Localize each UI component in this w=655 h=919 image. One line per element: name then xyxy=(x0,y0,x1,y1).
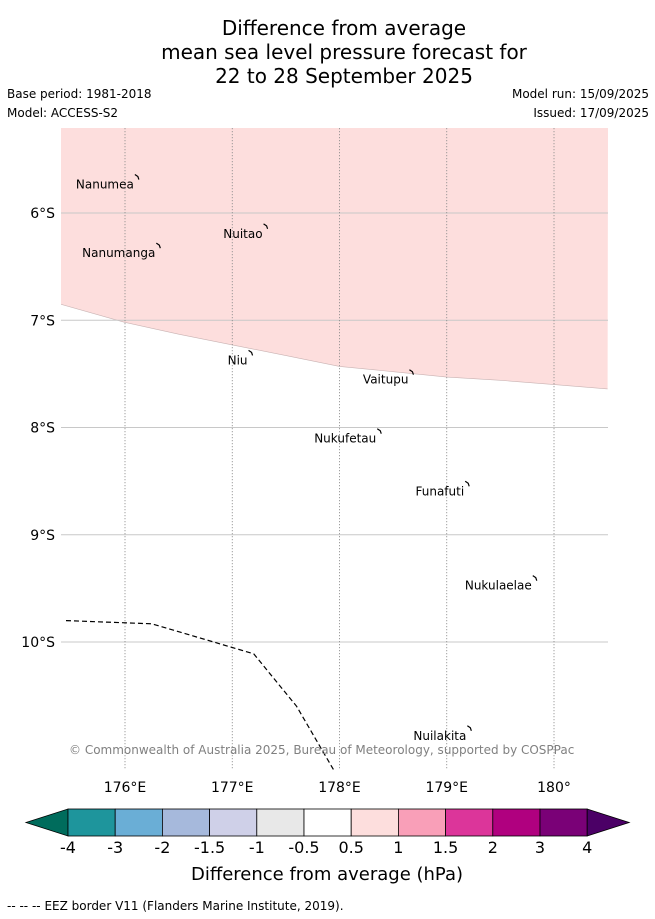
island-nukufetau: Nukufetau xyxy=(314,428,382,446)
island-nanumanga: Nanumanga xyxy=(82,242,161,260)
lon-tick-label: 176°E xyxy=(104,780,147,796)
lat-tick-label: 6°S xyxy=(30,206,55,222)
title-line-3: 22 to 28 September 2025 xyxy=(215,64,473,88)
island-label: Nanumanga xyxy=(82,246,155,260)
colorbar-tick-label: -1.5 xyxy=(194,838,225,857)
island-label: Vaitupu xyxy=(363,373,409,387)
island-label: Nukufetau xyxy=(314,432,376,446)
island-vaitupu: Vaitupu xyxy=(363,369,414,387)
copyright-note: © Commonwealth of Australia 2025, Bureau… xyxy=(69,743,574,757)
map-area: Nanumea Nuitao Nanumanga Niu Vaitupu Nukufeta… xyxy=(61,128,608,770)
island-funafuti: Funafuti xyxy=(416,480,470,498)
colorbar-segment xyxy=(397,808,446,837)
lon-tick-label: 177°E xyxy=(211,780,254,796)
map-figure: Nanumea Nuitao Nanumanga Niu Vaitupu Nukufeta… xyxy=(21,128,631,885)
island-shape xyxy=(532,575,538,581)
island-label: Nukulaelae xyxy=(465,579,532,593)
colorbar-label: Difference from average (hPa) xyxy=(191,864,463,885)
lon-tick-label: 180° xyxy=(537,780,571,796)
colorbar-low-extend xyxy=(24,808,69,837)
lat-tick-label: 9°S xyxy=(30,528,55,544)
lon-tick-label: 179°E xyxy=(425,780,468,796)
colorbar-segment xyxy=(445,808,494,837)
island-label: Niu xyxy=(228,353,248,367)
lon-tick-label: 178°E xyxy=(318,780,361,796)
map-title: Difference from average mean sea level p… xyxy=(0,16,655,88)
colorbar-segment xyxy=(256,808,305,837)
colorbar-segment xyxy=(492,808,541,837)
colorbar-high-extend xyxy=(586,808,631,837)
base-period: Base period: 1981-2018 xyxy=(7,87,152,101)
island-label: Nanumea xyxy=(76,178,134,192)
island-nanumea: Nanumea xyxy=(76,174,140,192)
issued-date: Issued: 17/09/2025 xyxy=(533,106,649,120)
island-shape xyxy=(155,242,161,249)
eez-legend-symbol: -- -- -- xyxy=(7,899,41,913)
lat-tick-label: 10°S xyxy=(21,635,55,651)
island-shape xyxy=(464,480,470,487)
lat-tick-label: 8°S xyxy=(30,421,55,437)
island-nuitao: Nuitao xyxy=(223,223,269,241)
colorbar-segment xyxy=(539,808,588,837)
anomaly-region-0p5-to-1 xyxy=(61,128,608,389)
colorbar-tick-label: -1 xyxy=(249,838,265,857)
colorbar-segment xyxy=(67,808,116,837)
colorbar-tick-label: 1 xyxy=(393,838,403,857)
colorbar-segment xyxy=(114,808,163,837)
island-shape xyxy=(376,428,382,434)
map-axes: 6°S 7°S 8°S 9°S 10°S 176°E 177°E 178°E 179°E 180° xyxy=(21,206,571,796)
colorbar-tick-label: 3 xyxy=(535,838,545,857)
colorbar-segment xyxy=(303,808,352,837)
model-name: Model: ACCESS-S2 xyxy=(7,106,119,120)
island-shape xyxy=(409,369,414,375)
map-plot: Nanumea Nuitao Nanumanga Niu Vaitupu Nukufeta… xyxy=(61,128,608,770)
island-nuilakita: Nuilakita xyxy=(413,725,472,743)
colorbar-tick-label: 0.5 xyxy=(338,838,363,857)
island-shape xyxy=(263,223,269,230)
colorbar-tick-label: -4 xyxy=(60,838,76,857)
island-label: Nuilakita xyxy=(413,729,466,743)
island-shape xyxy=(248,349,254,356)
colorbar-segment xyxy=(350,808,399,837)
colorbar-tick-label: -3 xyxy=(107,838,123,857)
colorbar: -4 -3 -2 -1.5 -1 -0.5 0.5 1 1.5 2 3 4 Difference fro… xyxy=(24,808,631,885)
title-line-1: Difference from average xyxy=(221,16,467,40)
island-shape xyxy=(134,174,140,180)
colorbar-tick-label: 2 xyxy=(488,838,498,857)
eez-legend-text: EEZ border V11 (Flanders Marine Institut… xyxy=(44,899,344,913)
island-shape xyxy=(467,725,472,731)
island-niu: Niu xyxy=(228,349,254,367)
anomaly-contour xyxy=(61,303,608,390)
model-run: Model run: 15/09/2025 xyxy=(511,87,649,101)
lat-tick-label: 7°S xyxy=(30,313,55,329)
island-label: Funafuti xyxy=(416,484,465,498)
colorbar-segment xyxy=(209,808,258,837)
title-line-2: mean sea level pressure forecast for xyxy=(161,40,527,64)
island-label: Nuitao xyxy=(223,227,262,241)
colorbar-tick-label: -0.5 xyxy=(288,838,319,857)
island-nukulaelae: Nukulaelae xyxy=(465,575,538,593)
colorbar-segment xyxy=(161,808,210,837)
colorbar-tick-label: -2 xyxy=(154,838,170,857)
colorbar-tick-label: 1.5 xyxy=(433,838,458,857)
colorbar-tick-label: 4 xyxy=(582,838,592,857)
eez-border xyxy=(65,620,335,770)
legend-footer: -- -- -- EEZ border V11 (Flanders Marine… xyxy=(7,899,344,913)
